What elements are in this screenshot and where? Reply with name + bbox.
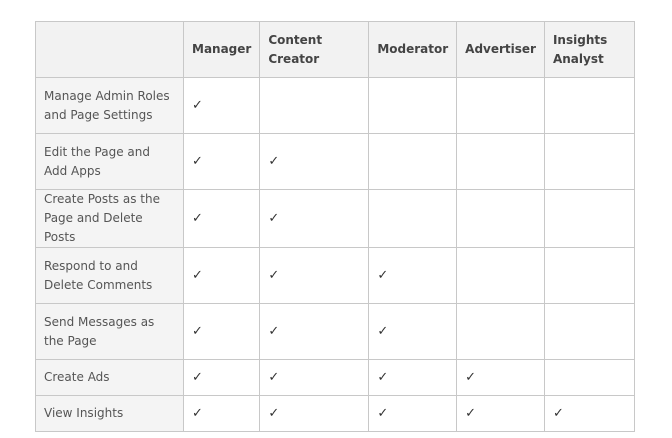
check-icon: ✓ [192, 211, 203, 226]
permission-cell: ✓ [368, 395, 458, 432]
column-header: Advertiser [456, 21, 545, 78]
permission-cell [456, 133, 545, 190]
permission-cell [368, 189, 458, 248]
column-header: Moderator [368, 21, 458, 78]
permission-cell: ✓ [259, 359, 370, 396]
permission-cell: ✓ [182, 77, 261, 134]
table-row: Manage Admin Roles and Page Settings ✓ [35, 77, 635, 134]
table-row: Create Posts as the Page and Delete Post… [35, 189, 635, 248]
permission-cell: ✓ [456, 359, 545, 396]
permission-label: Create Ads [35, 359, 184, 396]
permission-cell [543, 303, 635, 360]
check-icon: ✓ [192, 406, 203, 421]
permission-cell: ✓ [182, 133, 261, 190]
permission-cell [368, 133, 458, 190]
check-icon: ✓ [377, 268, 389, 283]
permission-cell: ✓ [259, 247, 370, 304]
permission-cell: ✓ [368, 359, 458, 396]
permission-cell [543, 77, 635, 134]
check-icon: ✓ [268, 406, 280, 421]
permission-cell: ✓ [368, 303, 458, 360]
permission-cell: ✓ [182, 189, 261, 248]
permission-cell [259, 77, 370, 134]
permission-cell [543, 189, 635, 248]
permission-cell: ✓ [182, 395, 261, 432]
permission-cell: ✓ [259, 189, 370, 248]
column-header: Content Creator [259, 21, 370, 78]
check-icon: ✓ [268, 154, 280, 169]
check-icon: ✓ [268, 370, 280, 385]
permission-cell: ✓ [543, 395, 635, 432]
check-icon: ✓ [268, 211, 280, 226]
check-icon: ✓ [268, 324, 280, 339]
permission-cell: ✓ [182, 247, 261, 304]
check-icon: ✓ [552, 406, 564, 421]
check-icon: ✓ [465, 406, 477, 421]
permission-cell: ✓ [456, 395, 545, 432]
permission-cell [456, 189, 545, 248]
table-row: Edit the Page and Add Apps ✓ ✓ [35, 133, 635, 190]
permission-cell [543, 133, 635, 190]
check-icon: ✓ [192, 98, 203, 113]
table-row: Send Messages as the Page ✓ ✓ ✓ [35, 303, 635, 360]
permission-cell: ✓ [182, 359, 261, 396]
check-icon: ✓ [465, 370, 477, 385]
permission-cell [456, 303, 545, 360]
permission-cell: ✓ [259, 133, 370, 190]
permission-cell: ✓ [259, 395, 370, 432]
check-icon: ✓ [192, 370, 203, 385]
permission-cell [456, 77, 545, 134]
permission-cell [543, 247, 635, 304]
permission-cell: ✓ [368, 247, 458, 304]
check-icon: ✓ [192, 268, 203, 283]
check-icon: ✓ [377, 406, 389, 421]
check-icon: ✓ [268, 268, 280, 283]
permission-label: Respond to and Delete Comments [35, 247, 184, 304]
table-row: Create Ads ✓ ✓ ✓ ✓ [35, 359, 635, 396]
column-header: Insights Analyst [543, 21, 635, 78]
permission-cell [456, 247, 545, 304]
table-row: View Insights ✓ ✓ ✓ ✓ ✓ [35, 395, 635, 432]
permission-cell: ✓ [259, 303, 370, 360]
table-row: Respond to and Delete Comments ✓ ✓ ✓ [35, 247, 635, 304]
check-icon: ✓ [377, 324, 389, 339]
column-header [35, 21, 184, 78]
column-header: Manager [182, 21, 261, 78]
permission-label: Edit the Page and Add Apps [35, 133, 184, 190]
permission-cell [543, 359, 635, 396]
permission-label: Manage Admin Roles and Page Settings [35, 77, 184, 134]
permission-label: View Insights [35, 395, 184, 432]
permission-label: Send Messages as the Page [35, 303, 184, 360]
permission-cell [368, 77, 458, 134]
permission-label: Create Posts as the Page and Delete Post… [35, 189, 184, 248]
check-icon: ✓ [192, 154, 203, 169]
check-icon: ✓ [192, 324, 203, 339]
permissions-table: Manager Content Creator Moderator Advertise… [35, 21, 635, 432]
permission-cell: ✓ [182, 303, 261, 360]
check-icon: ✓ [377, 370, 389, 385]
